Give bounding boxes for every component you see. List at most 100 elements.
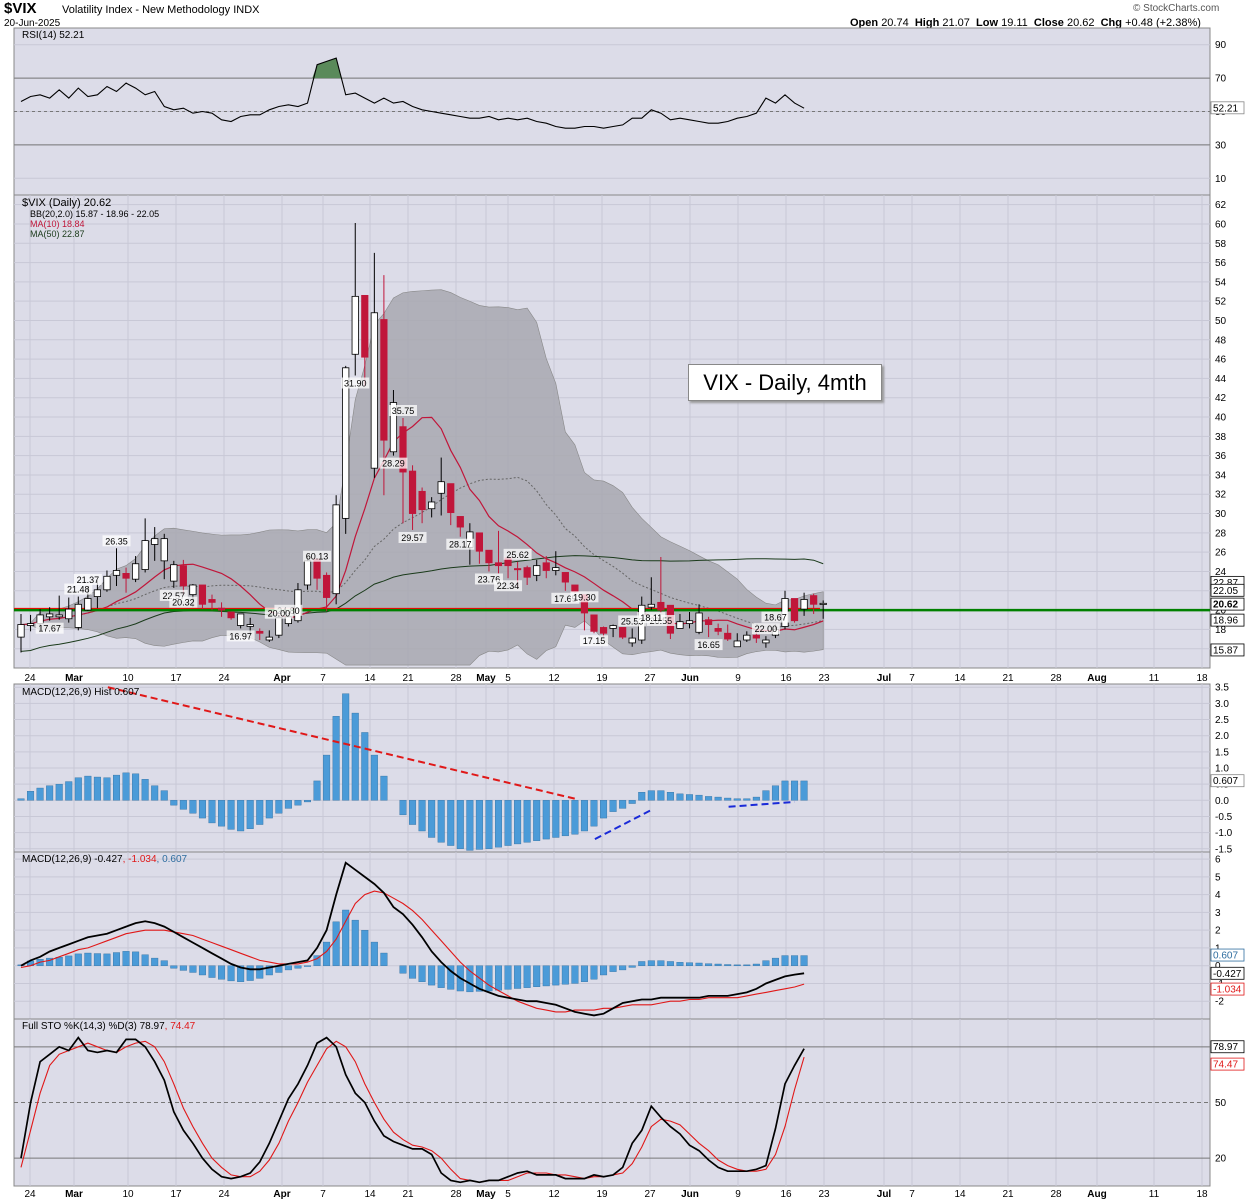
candle-body — [705, 619, 713, 625]
macd-hist-bar — [466, 800, 474, 851]
macd-hist-bar-overlay — [771, 957, 779, 966]
price-label-bg — [751, 623, 780, 635]
candle-body — [342, 367, 350, 519]
candle-body — [428, 501, 436, 510]
candle-body — [695, 612, 703, 633]
macd-hist-bar-overlay — [237, 965, 245, 982]
candle-body — [599, 627, 608, 634]
macd-hist-bar — [284, 800, 292, 809]
bottom-x-axis-label: 28 — [1050, 1189, 1062, 1200]
macd-hist-bar-overlay — [752, 963, 760, 966]
price-label-bg — [73, 573, 102, 585]
x-axis-label: Jun — [681, 673, 699, 684]
bottom-x-axis-label: 24 — [24, 1189, 36, 1200]
candle-body — [408, 470, 417, 514]
macd-hist-bar-overlay — [676, 962, 684, 966]
candle-body — [179, 565, 187, 587]
candle-body — [141, 540, 149, 570]
price-right-tag: 15.87 — [1213, 645, 1238, 656]
macd-hist-bar — [237, 800, 245, 832]
price-right-tag: 22.05 — [1213, 586, 1238, 597]
macd-hist-bar — [342, 693, 350, 801]
macd-hist-bar — [294, 800, 302, 806]
macd-signal-line — [20, 890, 805, 1013]
price-tick-label: 56 — [1215, 258, 1227, 269]
macd-hist-bar-overlay — [466, 965, 474, 993]
brand-label: © StockCharts.com — [1133, 3, 1220, 14]
macd-tag-hist-box — [1210, 948, 1245, 962]
bottom-x-axis-label: 23 — [818, 1189, 830, 1200]
price-label: 22.34 — [497, 581, 520, 591]
price-tick-label: 38 — [1215, 432, 1227, 443]
macd-hist-bar-overlay — [791, 955, 799, 966]
candle-body — [743, 634, 751, 641]
macd-hist-bar — [380, 775, 388, 801]
macd-hist-bar — [514, 800, 522, 845]
price-tick-label: 24 — [1215, 567, 1227, 578]
candle-body — [810, 595, 818, 605]
candle-body — [246, 624, 254, 627]
macd-hist-bar — [122, 772, 130, 801]
chart-annotation-box: VIX - Daily, 4mth — [688, 364, 882, 401]
macd-hist-bar — [714, 796, 722, 801]
candle-body — [399, 426, 407, 473]
candle-body — [55, 614, 63, 618]
candle-body — [74, 603, 82, 628]
macd-hist-last-box — [1210, 774, 1245, 788]
x-axis-label: 24 — [24, 673, 36, 684]
price-label: 21.37 — [77, 575, 100, 585]
macd-hist-bar — [409, 800, 417, 825]
candle-body — [561, 572, 569, 583]
macd-hist-bar-overlay — [370, 941, 378, 966]
high-label: High — [914, 17, 940, 29]
macd-hist-bar — [103, 777, 111, 801]
sto-title: Full STO %K(14,3) %D(3) 78.97, 74.47 — [22, 1021, 196, 1032]
price-label: 21.48 — [67, 585, 90, 595]
bottom-x-axis-label: 9 — [735, 1189, 741, 1200]
price-label-bg — [761, 611, 790, 623]
macd-hist-bar-overlay — [351, 919, 359, 966]
price-tick-label: 40 — [1215, 413, 1227, 424]
bottom-x-axis-label: 7 — [909, 1189, 915, 1200]
macd-hist-bar-overlay — [84, 952, 92, 966]
candle-body — [332, 504, 340, 595]
macd-hist-bar — [208, 800, 216, 824]
price-label: 18.11 — [640, 613, 662, 623]
macd-hist-bar-overlay — [294, 965, 302, 969]
x-axis-label: 7 — [909, 673, 915, 684]
chg-value: +0.48 (+2.38%) — [1125, 17, 1201, 29]
price-label: 16.97 — [229, 631, 252, 641]
macd-hist-bar — [542, 800, 550, 840]
macd-hist-tick-label: -1.5 — [1215, 844, 1233, 855]
x-axis-label: 28 — [1050, 673, 1062, 684]
macd-hist-bar — [74, 777, 82, 801]
macd-hist-bar — [504, 800, 512, 846]
price-right-tag: 20.62 — [1213, 600, 1238, 611]
macd-tick-label: 3 — [1215, 908, 1221, 919]
high-value: 21.07 — [942, 17, 970, 29]
bottom-x-axis-label: Jul — [877, 1189, 892, 1200]
macd-hist-bar — [275, 800, 283, 814]
macd-hist-bar-overlay — [609, 965, 617, 972]
x-axis-label: 27 — [644, 673, 656, 684]
macd-hist-bar — [771, 785, 779, 801]
price-label-bg — [35, 622, 64, 634]
candle-body — [800, 599, 808, 610]
x-axis-label: 10 — [122, 673, 134, 684]
macd-hist-bar — [791, 780, 799, 801]
macd-hist-bar-overlay — [781, 955, 789, 966]
sto-tag-k: 78.97 — [1213, 1042, 1238, 1053]
candle-body — [380, 319, 388, 441]
chart-date: 20-Jun-2025 — [4, 18, 61, 29]
x-axis-label: Mar — [65, 673, 83, 684]
bottom-x-axis-label: 12 — [548, 1189, 560, 1200]
price-label-bg — [264, 607, 293, 619]
candle-body — [227, 611, 235, 619]
candle-body — [609, 625, 617, 629]
bottom-x-axis-label: Apr — [273, 1189, 290, 1200]
bottom-x-axis-label: May — [476, 1189, 496, 1200]
macd-hist-bar — [447, 800, 455, 846]
bottom-x-axis-label: Mar — [65, 1189, 83, 1200]
price-label: 17.65 — [554, 594, 577, 604]
price-legend-entry: MA(10) 18.84 — [30, 219, 85, 229]
